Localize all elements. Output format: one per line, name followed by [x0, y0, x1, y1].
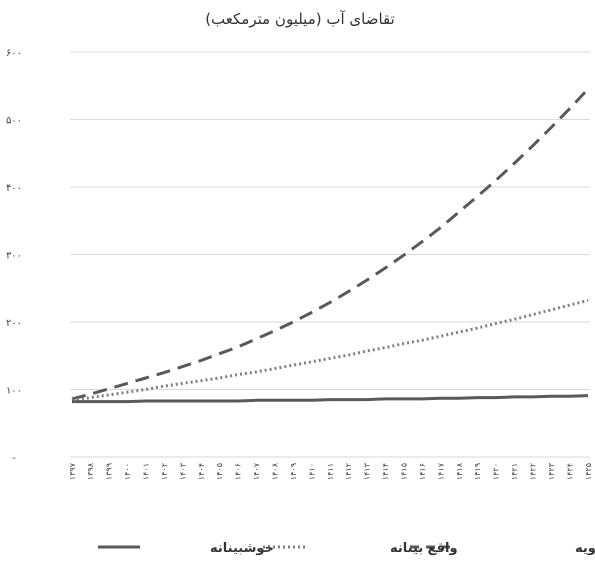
- legend-label: واقع بینانه: [390, 541, 458, 556]
- x-axis-ticks: ۱۳۹۷ ۱۳۹۸ ۱۳۹۹ ۱۴۰۰ ۱۴۰۱ ۱۴۰۲ ۱۴۰۳ ۱۴۰۴ ۱۴۰۵ ۱۴۰۶…: [68, 462, 593, 480]
- x-tick-label: ۱۴۱۱: [326, 463, 335, 480]
- series-line-solid: [72, 394, 589, 404]
- y-tick-label: ۵۰۰: [6, 116, 22, 127]
- chart-title: تقاضای آب (میلیون مترمکعب): [205, 10, 395, 28]
- x-tick-label: ۱۳۹۷: [68, 462, 77, 480]
- x-tick-label: ۱۳۹۸: [86, 462, 95, 480]
- x-tick-label: ۱۴۰۳: [178, 462, 187, 480]
- y-tick-label: ۴۰۰: [6, 183, 22, 194]
- y-axis-ticks: - ۱۰۰ ۲۰۰ ۳۰۰ ۴۰۰ ۵۰۰ ۶۰۰: [6, 48, 22, 464]
- legend-label: مصرف بی‌رویه: [575, 541, 595, 556]
- x-tick-label: ۱۴۰۰: [123, 463, 132, 480]
- x-tick-label: ۱۴۱۷: [436, 462, 445, 480]
- x-tick-label: ۱۴۲۲: [529, 463, 538, 480]
- x-tick-label: ۱۴۰۸: [271, 462, 280, 480]
- x-tick-label: ۱۴۱۲: [344, 463, 353, 480]
- x-tick-label: ۱۴۱۶: [418, 463, 427, 480]
- y-tick-label: -: [12, 453, 16, 464]
- x-tick-label: ۱۴۰۲: [160, 463, 169, 480]
- y-tick-label: ۲۰۰: [6, 318, 22, 329]
- series-lines: [71, 88, 590, 404]
- legend: مصرف بی‌رویه واقع بینانه خوشبینانه: [98, 541, 595, 556]
- series-line-dashed: [71, 88, 590, 401]
- x-tick-label: ۱۴۱۹: [473, 463, 482, 480]
- x-tick-label: ۱۴۲۰: [492, 463, 501, 480]
- x-tick-label: ۱۴۱۰: [307, 463, 316, 480]
- x-tick-label: ۱۴۰۵: [215, 463, 224, 480]
- grid-lines: [70, 51, 590, 390]
- x-tick-label: ۱۴۰۷: [252, 462, 261, 480]
- x-tick-label: ۱۴۰۴: [197, 463, 206, 480]
- x-tick-label: ۱۳۹۹: [105, 463, 114, 480]
- x-tick-label: ۱۴۰۹: [289, 463, 298, 480]
- x-tick-label: ۱۴۱۵: [400, 463, 409, 480]
- x-tick-label: ۱۴۱۳: [363, 462, 372, 480]
- x-tick-label: ۱۴۰۱: [142, 463, 151, 480]
- x-tick-label: ۱۴۱۴: [381, 463, 390, 480]
- legend-label: خوشبینانه: [210, 541, 274, 556]
- y-tick-label: ۶۰۰: [6, 48, 22, 59]
- x-tick-label: ۱۴۰۶: [234, 463, 243, 480]
- x-tick-label: ۱۴۲۴: [565, 463, 574, 480]
- y-tick-label: ۱۰۰: [6, 386, 22, 397]
- x-tick-label: ۱۴۲۱: [510, 463, 519, 480]
- x-tick-label: ۱۴۲۵: [584, 463, 593, 480]
- x-tick-label: ۱۴۱۸: [455, 462, 464, 480]
- series-line-dotted: [71, 298, 589, 402]
- x-tick-label: ۱۴۲۳: [547, 462, 556, 480]
- y-tick-label: ۳۰۰: [6, 251, 22, 262]
